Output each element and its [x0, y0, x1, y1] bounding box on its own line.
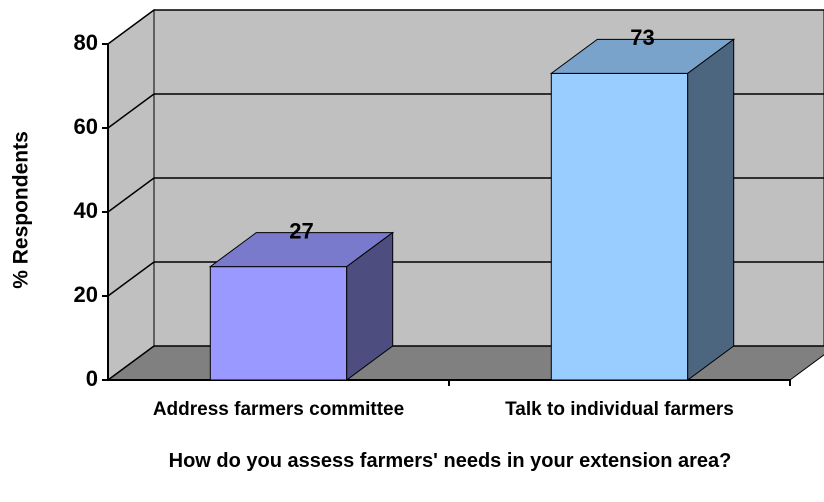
y-axis-title: % Respondents	[10, 131, 33, 289]
bar-front	[209, 266, 348, 381]
data-label: 27	[289, 218, 313, 243]
bar-front	[550, 72, 689, 381]
y-tick-label: 80	[74, 30, 98, 55]
grid-line	[107, 9, 824, 45]
x-tick-label: Talk to individual farmers	[505, 399, 734, 420]
y-tick-label: 0	[86, 366, 98, 391]
x-tick-label: Address farmers committee	[153, 399, 404, 420]
bar-side	[687, 38, 735, 381]
y-tick-label: 60	[74, 114, 98, 139]
y-tick-label: 40	[74, 198, 98, 223]
y-tick-label: 20	[74, 282, 98, 307]
x-axis-title: How do you assess farmers' needs in your…	[168, 450, 732, 472]
bar-side	[346, 231, 394, 381]
data-label: 73	[630, 25, 654, 50]
